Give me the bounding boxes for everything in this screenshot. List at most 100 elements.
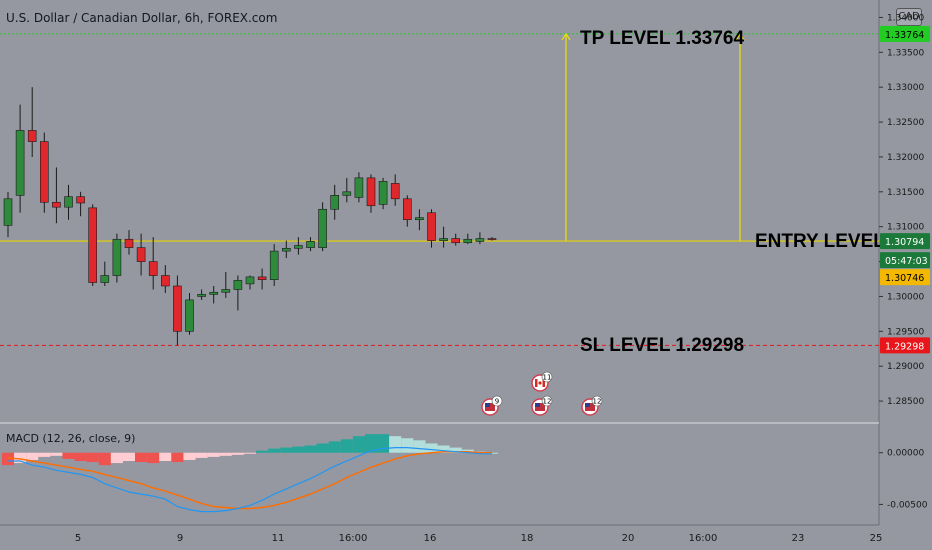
macd-histogram-bar bbox=[1, 452, 15, 466]
candle-body bbox=[148, 261, 158, 276]
event-count-label: 12 bbox=[593, 398, 602, 406]
time-label: 5 bbox=[75, 533, 81, 544]
macd-histogram-bar bbox=[425, 443, 438, 453]
macd-histogram-bar bbox=[256, 450, 269, 453]
price-tag-bg bbox=[880, 337, 930, 354]
macd-histogram-bar bbox=[86, 452, 99, 463]
ca-flag-leaf bbox=[538, 381, 542, 385]
macd-signal-line bbox=[7, 451, 492, 510]
price-tick-label: 1.32500 bbox=[887, 118, 924, 128]
candle-body bbox=[27, 130, 37, 142]
us-flag-canton bbox=[485, 403, 490, 407]
event-count-bubble bbox=[491, 395, 503, 407]
candle-body bbox=[124, 238, 134, 248]
currency-badge[interactable]: CAD bbox=[896, 8, 922, 26]
macd-histogram-bar bbox=[304, 445, 317, 453]
price-tick-label: 1.31000 bbox=[887, 223, 924, 233]
price-tag-label: 05:47:03 bbox=[885, 256, 928, 267]
macd-histogram-bar bbox=[449, 447, 462, 453]
macd-histogram-bar bbox=[328, 441, 341, 453]
candle-body bbox=[221, 289, 231, 293]
macd-histogram-bar bbox=[147, 452, 160, 464]
annotation-label: SL LEVEL 1.29298 bbox=[580, 335, 744, 356]
time-label: 16:00 bbox=[339, 533, 368, 544]
candle-body bbox=[378, 181, 388, 205]
macd-tick-label: -0.00500 bbox=[887, 500, 928, 510]
price-tag-label: 1.33764 bbox=[885, 30, 924, 41]
candle-body bbox=[415, 217, 424, 221]
candle-body bbox=[402, 198, 412, 221]
annotation-label: ENTRY LEVEL bbox=[755, 231, 885, 252]
macd-histogram-bar bbox=[364, 434, 378, 453]
event-count-label: 12 bbox=[543, 398, 552, 406]
candle-body bbox=[64, 196, 73, 208]
candle-body bbox=[306, 241, 315, 248]
time-label: 18 bbox=[521, 533, 534, 544]
candle-body bbox=[161, 275, 170, 287]
candle-body bbox=[245, 276, 255, 285]
macd-histogram-bar bbox=[50, 452, 63, 456]
macd-histogram-bar bbox=[316, 443, 329, 453]
macd-histogram-bar bbox=[62, 452, 75, 459]
event-count-bubble bbox=[591, 395, 603, 407]
price-tick-label: 1.28500 bbox=[887, 397, 924, 407]
price-tag-label: 1.30794 bbox=[885, 237, 924, 248]
ca-flag-band bbox=[535, 379, 538, 387]
candle-body bbox=[88, 207, 97, 283]
price-tick-label: 1.29500 bbox=[887, 327, 924, 337]
candle-body bbox=[294, 245, 303, 249]
event-count-bubble bbox=[541, 371, 553, 383]
price-tag-bg bbox=[880, 269, 930, 286]
price-tick-label: 1.33000 bbox=[887, 83, 924, 93]
chart-title: U.S. Dollar / Canadian Dollar, 6h, FOREX… bbox=[6, 11, 278, 25]
candle-body bbox=[209, 291, 218, 295]
price-tick-label: 1.32000 bbox=[887, 153, 924, 163]
macd-histogram-bar bbox=[135, 452, 148, 463]
time-label: 16 bbox=[424, 533, 437, 544]
event-count-bubble bbox=[541, 395, 553, 407]
macd-histogram-bar bbox=[110, 452, 123, 464]
candle-body bbox=[366, 177, 376, 207]
candle-body bbox=[475, 238, 485, 242]
macd-histogram-bar bbox=[219, 452, 232, 456]
macd-histogram-bar bbox=[26, 452, 39, 460]
time-label: 23 bbox=[792, 533, 805, 544]
macd-histogram-bar bbox=[14, 452, 27, 464]
macd-histogram-bar bbox=[231, 452, 244, 455]
candle-body bbox=[463, 238, 473, 244]
candle-body bbox=[15, 130, 25, 196]
candle-body bbox=[451, 238, 461, 244]
candle-body bbox=[197, 294, 206, 297]
tp-arrow-head bbox=[561, 32, 571, 41]
macd-histogram-bar bbox=[98, 452, 111, 466]
candle-body bbox=[173, 285, 182, 332]
macd-histogram-bar bbox=[38, 452, 51, 457]
us-flag-canton bbox=[535, 403, 540, 407]
macd-histogram-bar bbox=[413, 440, 426, 453]
candle-body bbox=[439, 238, 448, 241]
macd-title: MACD (12, 26, close, 9) bbox=[6, 432, 136, 445]
macd-histogram-bar bbox=[171, 452, 184, 463]
macd-histogram-bar bbox=[268, 448, 281, 453]
price-tag-bg bbox=[880, 252, 930, 269]
candle-body bbox=[257, 276, 267, 281]
candle-body bbox=[39, 141, 49, 203]
macd-histogram-bar bbox=[292, 446, 305, 453]
macd-histogram-bar bbox=[207, 452, 220, 457]
candle-body bbox=[487, 238, 497, 240]
candle-body bbox=[136, 247, 146, 262]
macd-histogram-bar bbox=[280, 447, 293, 453]
candle-body bbox=[390, 183, 400, 200]
macd-tick-label: 0.00000 bbox=[887, 449, 924, 459]
time-label: 11 bbox=[272, 533, 285, 544]
event-count-label: 11 bbox=[543, 374, 552, 382]
macd-histogram-bar bbox=[195, 452, 208, 458]
macd-histogram-bar bbox=[389, 436, 402, 453]
time-label: 20 bbox=[622, 533, 635, 544]
price-tag-bg bbox=[880, 25, 930, 42]
price-tag-label: 1.29298 bbox=[885, 341, 924, 352]
price-tick-label: 1.30000 bbox=[887, 292, 924, 302]
macd-histogram-bar bbox=[183, 452, 196, 460]
